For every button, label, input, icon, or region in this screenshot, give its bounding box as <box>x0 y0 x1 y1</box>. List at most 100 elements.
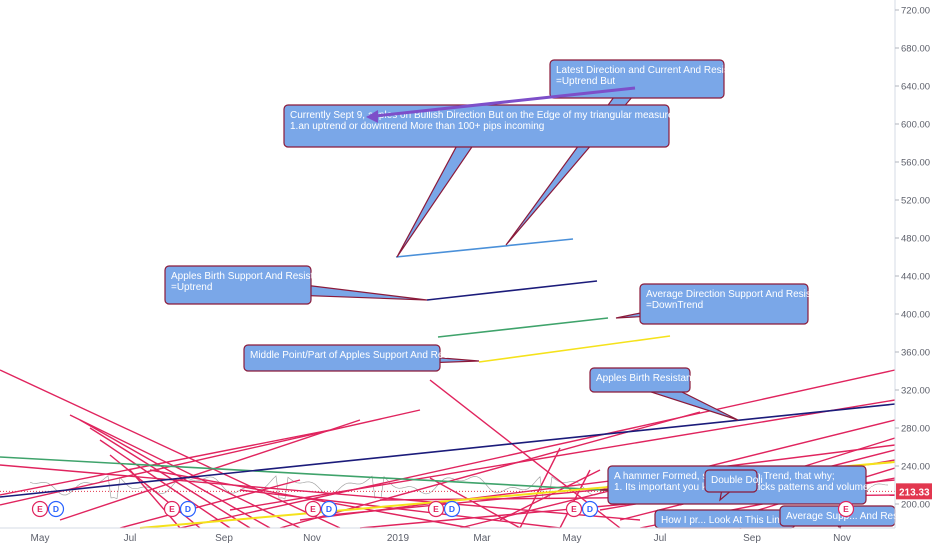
time-tick-label: 2019 <box>387 533 410 544</box>
support-resistance-line <box>69 414 301 529</box>
support-resistance-line <box>429 477 521 529</box>
price-tick-label: 200.00 <box>901 500 930 511</box>
callout-fill <box>781 507 894 525</box>
plot-area[interactable] <box>0 238 896 529</box>
callout-fill <box>166 267 310 303</box>
direction-arrow-line <box>374 86 636 118</box>
callout-how: How I pr... Look At This Line <box>654 509 796 529</box>
earnings-event-icon: E <box>565 500 583 518</box>
price-tick-label: 720.00 <box>901 6 930 17</box>
event-badge-label: D <box>587 504 593 514</box>
price-axis[interactable]: 200.00 240.00 280.00 320.00 360.00 400.00 440.… <box>894 0 932 528</box>
earnings-event-icon: E <box>163 500 181 518</box>
earnings-event-icon: E <box>427 500 445 518</box>
price-badge-bg <box>896 483 932 500</box>
price-tick-label: 320.00 <box>901 386 930 397</box>
event-badge-circle <box>47 500 65 518</box>
support-resistance-line <box>299 444 896 521</box>
earnings-event-icon: E <box>837 500 855 518</box>
callout-average-direction: Average Direction Support And Resistance… <box>615 283 836 325</box>
callout-text: Double Doji <box>711 475 763 486</box>
callout-text: 1.an uptrend or downtrend More than 100+… <box>290 121 544 132</box>
callout-birth-resistance: Apples Birth Resistance <box>589 367 739 421</box>
event-badge-label: E <box>310 504 316 514</box>
support-resistance-line <box>129 469 181 529</box>
price-tick-label: 560.00 <box>901 158 930 169</box>
callout-fill <box>591 369 689 391</box>
callout-text: How I pr... Look At This Line <box>661 515 786 526</box>
dividend-event-icon: D <box>581 500 599 518</box>
event-badge-circle <box>427 500 445 518</box>
time-tick-label: Jul <box>654 533 667 544</box>
price-tick-label: 480.00 <box>901 234 930 245</box>
event-badge-circle <box>581 500 599 518</box>
time-tick-label: Sep <box>743 533 761 544</box>
callout-text: Middle Point/Part of Apples Support And … <box>250 350 481 361</box>
price-tick-label: 600.00 <box>901 120 930 131</box>
price-tick-label: 280.00 <box>901 424 930 435</box>
event-badge-label: E <box>843 504 849 514</box>
event-badge-label: E <box>571 504 577 514</box>
support-resistance-line <box>559 469 591 529</box>
callout-fill <box>656 511 794 527</box>
time-tick-label: May <box>31 533 50 544</box>
event-badge-label: D <box>326 504 332 514</box>
latest-direction-trendline <box>395 238 574 258</box>
callout-text: Apples Birth Support And Resistance <box>171 271 335 282</box>
event-badge-circle <box>443 500 461 518</box>
dividend-event-icon: D <box>47 500 65 518</box>
callout-double-doji: Double Doji <box>704 469 763 502</box>
support-resistance-line <box>99 439 231 529</box>
event-badge-circle <box>565 500 583 518</box>
event-badge-label: E <box>433 504 439 514</box>
average-direction-long-line <box>0 456 641 493</box>
callout-fill <box>551 61 723 97</box>
earnings-event-icon: E <box>304 500 322 518</box>
birth-resistance-trendline <box>0 403 896 498</box>
callout-text: Latest Direction and Current And Resista… <box>556 65 754 76</box>
support-resistance-line <box>0 429 331 496</box>
event-badge-label: D <box>185 504 191 514</box>
middle-point-trendline <box>478 335 671 363</box>
callout-text: =Uptrend But <box>556 76 615 87</box>
event-badge-label: E <box>37 504 43 514</box>
event-badge-label: E <box>169 504 175 514</box>
callout-fill <box>245 346 439 370</box>
current-price-badge: 213.33 <box>896 483 932 500</box>
support-resistance-line <box>499 469 601 521</box>
callout-text: =DownTrend <box>646 300 703 311</box>
callout-fill <box>706 471 756 491</box>
time-tick-label: Mar <box>473 533 491 544</box>
price-tick-label: 400.00 <box>901 310 930 321</box>
price-tick-label: 520.00 <box>901 196 930 207</box>
time-axis[interactable]: May Jul Sep Nov 2019 Mar May Jul Sep Nov <box>0 527 895 544</box>
event-badge-circle <box>837 500 855 518</box>
support-resistance-line <box>179 369 896 529</box>
support-resistance-line <box>229 399 896 511</box>
event-badge-circle <box>179 500 197 518</box>
event-badge-label: D <box>449 504 455 514</box>
callout-text: Apples Birth Resistance <box>596 373 703 384</box>
event-badge-circle <box>31 500 49 518</box>
price-tick-label: 360.00 <box>901 348 930 359</box>
event-badge-circle <box>163 500 181 518</box>
time-tick-label: Nov <box>303 533 321 544</box>
dividend-event-icon: D <box>179 500 197 518</box>
callout-text: =Uptrend <box>171 282 212 293</box>
arrow-head-icon <box>366 110 378 123</box>
price-tick-label: 640.00 <box>901 82 930 93</box>
dividend-event-icon: D <box>320 500 338 518</box>
birth-support-trendline <box>426 280 598 301</box>
event-badge-circle <box>320 500 338 518</box>
price-tick-label: 680.00 <box>901 44 930 55</box>
support-resistance-line <box>0 464 641 521</box>
callout-fill <box>641 285 807 323</box>
callout-text: Currently Sept 9, apples on Bullish Dire… <box>290 110 734 121</box>
support-resistance-line <box>519 447 561 529</box>
support-resistance-line <box>59 419 361 521</box>
time-tick-label: Jul <box>124 533 137 544</box>
event-badge-circle <box>304 500 322 518</box>
